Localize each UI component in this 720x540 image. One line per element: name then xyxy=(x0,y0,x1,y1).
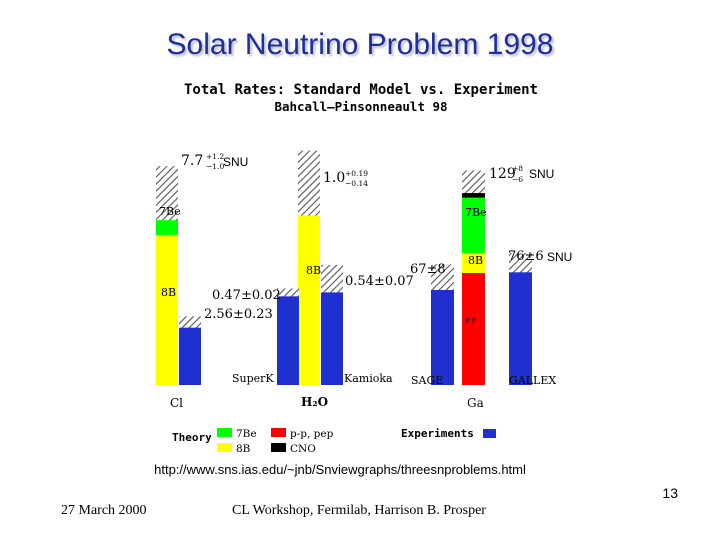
slide-title: Solar Neutrino Problem 1998 xyxy=(166,28,554,61)
ga-theory-be7-segment xyxy=(462,197,485,253)
h2o-detector-label: H₂O xyxy=(301,395,328,409)
kamioka-name: Kamioka xyxy=(344,372,393,385)
legend-cno-swatch xyxy=(271,443,286,452)
h2o-theory-err-minus: −0.14 xyxy=(345,179,368,188)
chart-subtitle: Bahcall–Pinsonneault 98 xyxy=(274,99,447,114)
cl-b8-label: 8B xyxy=(161,286,176,299)
superk-measured-bar xyxy=(277,292,299,385)
h2o-theory-bar xyxy=(298,150,320,385)
legend-pp-swatch xyxy=(271,428,286,437)
footer-credit: CL Workshop, Fermilab, Harrison B. Prosp… xyxy=(232,503,486,518)
measured-bars xyxy=(179,252,532,385)
cl-be7-label: 7Be xyxy=(159,205,181,218)
legend-theory-label: Theory xyxy=(172,431,212,444)
gallex-measured-bar xyxy=(509,262,532,385)
cl-detector-label: Cl xyxy=(170,396,183,410)
legend-experiments-label: Experiments xyxy=(401,427,474,440)
gallex-name: GALLEX xyxy=(509,374,556,387)
sage-measured-value: 67±8 xyxy=(410,262,446,277)
kamioka-measured-error-band xyxy=(321,264,343,293)
ga-theory-error-band xyxy=(462,170,485,194)
sage-measured-bar xyxy=(431,277,454,385)
legend-be7-swatch xyxy=(217,428,232,437)
ga-detector-label: Ga xyxy=(467,396,484,410)
legend-be7-label: 7Be xyxy=(236,428,257,440)
h2o-theory-error-band xyxy=(298,150,320,216)
chart-title: Total Rates: Standard Model vs. Experime… xyxy=(184,82,538,98)
h2o-b8-label: 8B xyxy=(306,264,321,277)
ga-theory-unit: SNU xyxy=(529,167,554,181)
cl-measured-error-band xyxy=(179,316,201,328)
ga-theory-err-minus: −6 xyxy=(512,175,523,184)
source-url: http://www.sns.ias.edu/~jnb/Snviewgraphs… xyxy=(154,462,526,477)
gallex-measured-unit: SNU xyxy=(547,250,572,264)
kamioka-measured-bar xyxy=(321,278,343,385)
cl-theory-unit: SNU xyxy=(223,155,248,169)
h2o-theory-b8-segment xyxy=(298,188,320,385)
cl-theory-err-minus: −1.0 xyxy=(206,162,224,171)
ga-theory-b8-segment xyxy=(462,252,485,273)
legend-experiments-swatch xyxy=(483,429,496,438)
kamioka-measured-value: 0.54±0.07 xyxy=(345,274,414,289)
legend-cno-label: CNO xyxy=(290,443,316,455)
ga-pp-label: p-p xyxy=(465,316,477,324)
superk-measured-value: 0.47±0.02 xyxy=(212,288,281,303)
h2o-theory-value: 1.0 xyxy=(323,170,345,186)
h2o-theory-err-plus: +0.19 xyxy=(345,169,368,178)
cl-measured-bar xyxy=(179,322,201,385)
cl-theory-bar xyxy=(156,166,178,385)
cl-theory-b8-segment xyxy=(156,234,178,385)
ga-theory-pp-segment xyxy=(462,272,485,385)
sage-name: SAGE xyxy=(411,374,443,387)
ga-b8-label: 8B xyxy=(468,254,483,267)
page-number: 13 xyxy=(662,485,678,501)
ga-theory-err-plus: +8 xyxy=(512,164,523,173)
gallex-measured-value: 76±6 xyxy=(508,249,544,264)
legend-b8-label: 8B xyxy=(236,443,251,455)
cl-theory-err-plus: +1.2 xyxy=(206,152,224,161)
cl-theory-value: 7.7 xyxy=(181,153,203,169)
ga-be7-label: 7Be xyxy=(465,206,487,219)
legend: Theory 7Be p-p, pep 8B CNO Experiments xyxy=(172,427,496,455)
legend-b8-swatch xyxy=(217,443,232,452)
ga-theory-value: 129 xyxy=(489,166,516,182)
legend-pp-label: p-p, pep xyxy=(290,428,334,440)
ga-theory-bar xyxy=(462,170,485,385)
cl-theory-error-band xyxy=(156,166,178,221)
cl-measured-value: 2.56±0.23 xyxy=(204,307,273,322)
sage-measured-error-band xyxy=(431,264,454,291)
footer-date: 27 March 2000 xyxy=(61,503,147,518)
gallex-measured-error-band xyxy=(509,252,532,273)
superk-measured-error-band xyxy=(277,288,299,297)
superk-name: SuperK xyxy=(232,372,274,385)
